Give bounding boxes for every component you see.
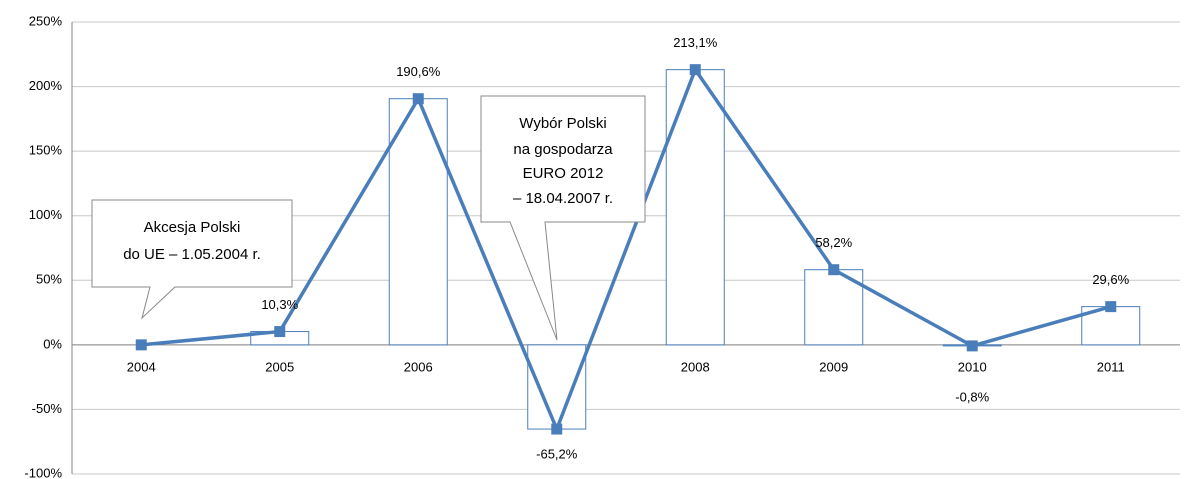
y-tick-label: 0%	[43, 336, 62, 351]
bar	[527, 344, 587, 430]
callout-text: EURO 2012	[523, 165, 604, 182]
x-tick-label: 2009	[819, 359, 848, 374]
value-label: -0,8%	[955, 389, 989, 404]
value-label: 10,3%	[261, 297, 298, 312]
y-tick-label: -50%	[32, 401, 63, 416]
y-tick-label: -100%	[24, 465, 62, 479]
callout-text: Akcesja Polski	[144, 219, 241, 236]
y-tick-label: 50%	[36, 272, 62, 287]
x-tick-label: 2011	[1097, 359, 1125, 374]
callout-text: na gospodarza	[513, 141, 613, 158]
callout-text: – 18.04.2007 r.	[513, 190, 613, 207]
bar	[665, 69, 725, 346]
line	[141, 67, 1112, 431]
callout-box	[91, 199, 293, 320]
y-tick-label: 250%	[29, 13, 63, 28]
value-label: 190,6%	[396, 64, 441, 79]
callout-text: do UE – 1.05.2004 r.	[123, 246, 261, 263]
marker	[1105, 301, 1117, 313]
callout-box	[480, 95, 646, 341]
callout: Wybór Polski na gospodarza EURO 2012 – 1…	[480, 95, 646, 341]
marker	[828, 264, 840, 276]
x-tick-label: 2008	[681, 359, 710, 374]
marker	[412, 93, 424, 105]
marker	[274, 326, 286, 338]
bar	[388, 98, 448, 346]
y-tick-label: 100%	[29, 207, 63, 222]
x-tick-label: 2010	[958, 359, 987, 374]
y-tick-label: 150%	[29, 143, 63, 158]
marker	[689, 64, 701, 76]
x-tick-label: 2006	[404, 359, 433, 374]
callout-text: Wybór Polski	[519, 115, 606, 132]
x-tick-label: 2005	[265, 359, 294, 374]
callout: Akcesja Polski do UE – 1.05.2004 r.	[91, 199, 293, 320]
marker	[966, 340, 978, 352]
value-label: 213,1%	[673, 35, 718, 50]
marker	[551, 423, 563, 435]
x-tick-label: 2004	[127, 359, 156, 374]
y-tick-label: 200%	[29, 78, 63, 93]
value-label: 29,6%	[1092, 272, 1129, 287]
marker	[135, 339, 147, 351]
value-label: 58,2%	[815, 235, 852, 250]
value-label: -65,2%	[536, 446, 578, 461]
